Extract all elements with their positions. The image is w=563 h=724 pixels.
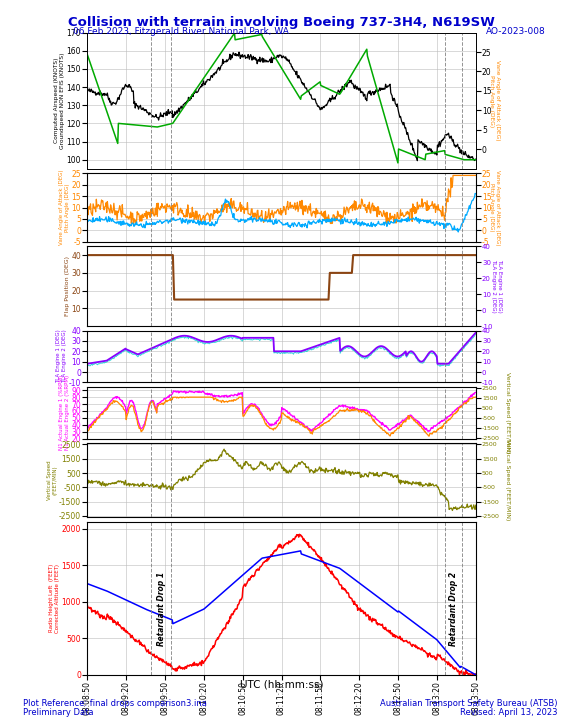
Y-axis label: Radio Height Left  (FEET)
Corrected Altitude (FEET): Radio Height Left (FEET) Corrected Altit… xyxy=(50,564,60,633)
Text: Australian Transport Safety Bureau (ATSB): Australian Transport Safety Bureau (ATSB… xyxy=(380,699,557,708)
Y-axis label: Vertical Speed (FEET/MIN): Vertical Speed (FEET/MIN) xyxy=(504,439,510,521)
Y-axis label: Vane Angle of Attack (DEG)
Pitch Angle (DEG): Vane Angle of Attack (DEG) Pitch Angle (… xyxy=(489,60,500,141)
Text: Revised: April 13, 2023: Revised: April 13, 2023 xyxy=(460,708,557,717)
Text: UTC (hh:mm:ss): UTC (hh:mm:ss) xyxy=(240,680,323,690)
Y-axis label: Vane Angle of Attack (DEG)
Pitch Angle (DEG): Vane Angle of Attack (DEG) Pitch Angle (… xyxy=(59,169,70,245)
Text: Retardant Drop 1: Retardant Drop 1 xyxy=(157,572,166,647)
Text: Preliminary Data: Preliminary Data xyxy=(23,708,93,717)
Y-axis label: N1 Actual Engine 1 (%RPM)
N1 Actual Engine 2 (%RPM): N1 Actual Engine 1 (%RPM) N1 Actual Engi… xyxy=(59,375,70,450)
Y-axis label: TLA Engine 1 (DEG)
TLA Engine 2 (DEG): TLA Engine 1 (DEG) TLA Engine 2 (DEG) xyxy=(491,259,502,313)
Text: Collision with terrain involving Boeing 737-3H4, N619SW: Collision with terrain involving Boeing … xyxy=(68,16,495,29)
Y-axis label: Vertical Speed (FEET/MIN): Vertical Speed (FEET/MIN) xyxy=(504,372,510,453)
Y-axis label: Vertical Speed
(FEET/MIN): Vertical Speed (FEET/MIN) xyxy=(47,460,57,500)
Text: AO-2023-008: AO-2023-008 xyxy=(486,27,546,35)
Text: Plot Reference: final drops comparison3.ina: Plot Reference: final drops comparison3.… xyxy=(23,699,207,708)
Text: 06 Feb 2023, Fitzgerald River National Park, WA: 06 Feb 2023, Fitzgerald River National P… xyxy=(73,27,289,35)
Y-axis label: TLA Engine 1 (DEG)
TLA Engine 2 (DEG): TLA Engine 1 (DEG) TLA Engine 2 (DEG) xyxy=(56,329,67,384)
Y-axis label: Computed Airspeed (KNOTS)
Groundspeed NON EFIS (KNOTS): Computed Airspeed (KNOTS) Groundspeed NO… xyxy=(54,52,65,149)
Y-axis label: Flap Position (DEG): Flap Position (DEG) xyxy=(65,256,70,316)
Y-axis label: Vane Angle of Attack (DEG)
Pitch Angle (DEG): Vane Angle of Attack (DEG) Pitch Angle (… xyxy=(489,169,500,245)
Text: Retardant Drop 2: Retardant Drop 2 xyxy=(449,572,458,647)
